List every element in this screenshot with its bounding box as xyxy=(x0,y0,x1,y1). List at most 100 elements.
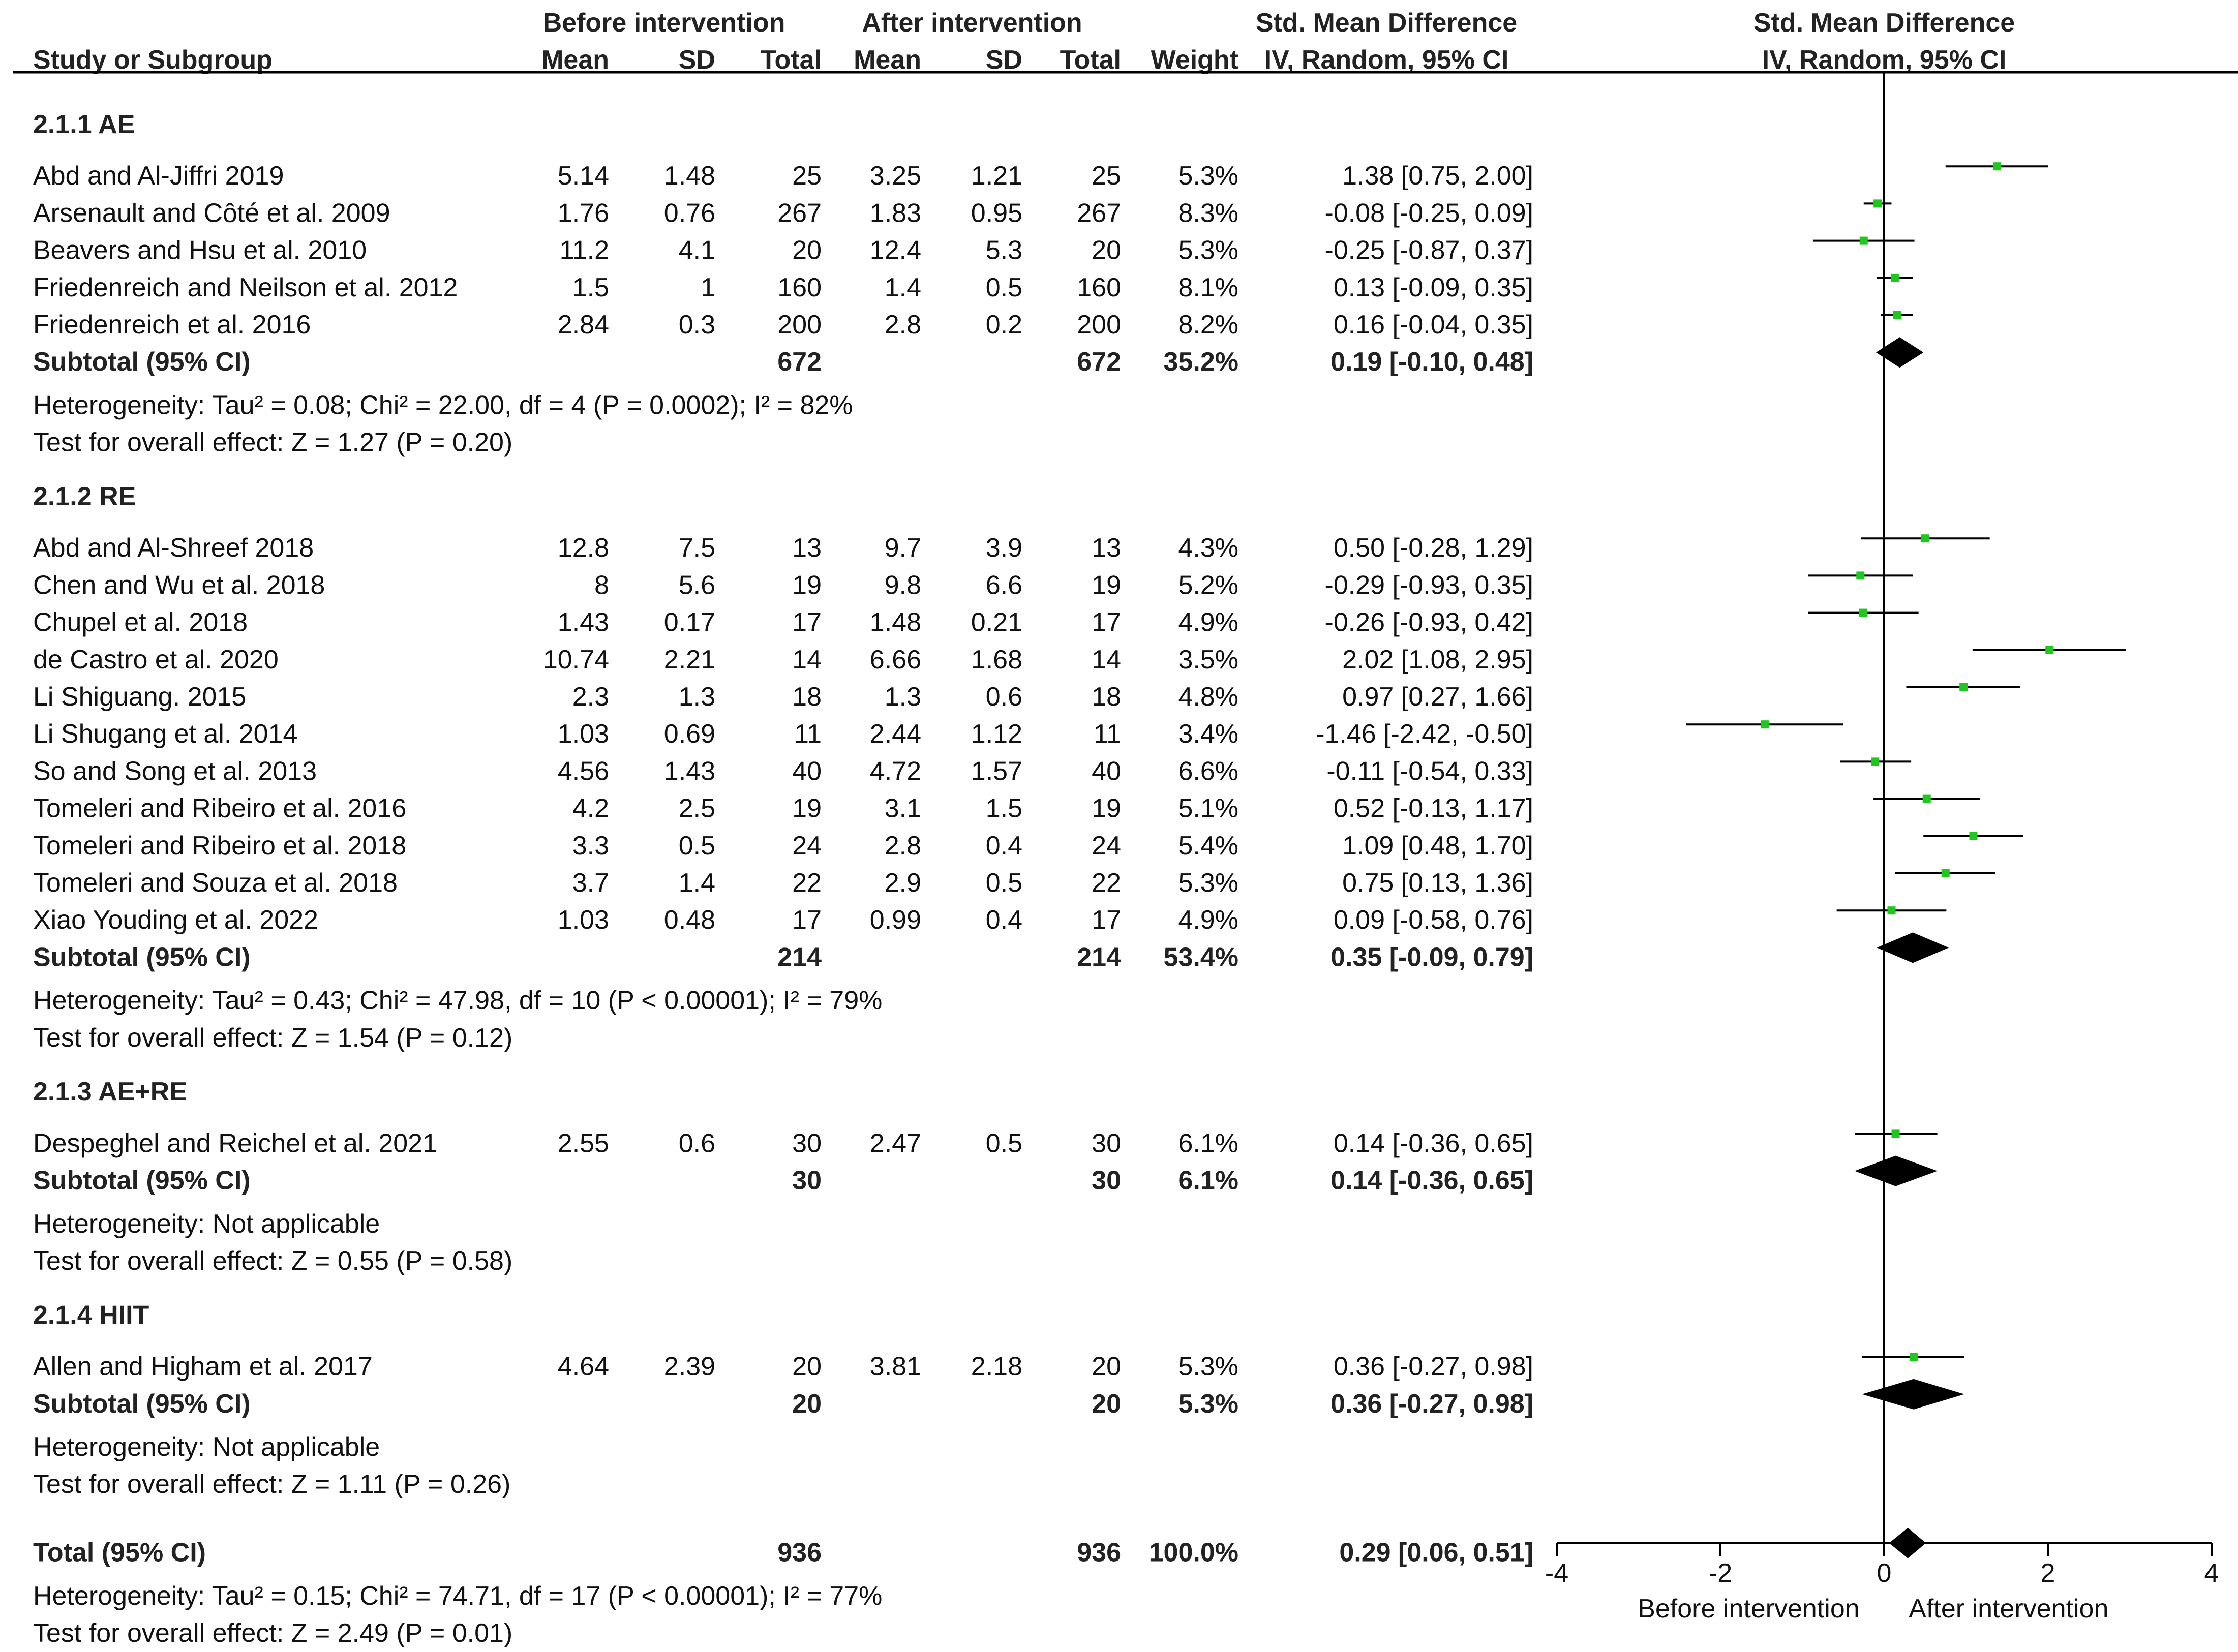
header-sd-before: SD xyxy=(679,45,715,75)
study-name: Tomeleri and Souza et al. 2018 xyxy=(33,868,398,898)
x-tick-label: -4 xyxy=(1545,1558,1568,1588)
after-sd: 1.21 xyxy=(971,161,1022,191)
subgroup-title: 2.1.4 HIIT xyxy=(33,1300,149,1330)
study-weight: 5.3% xyxy=(1178,236,1238,265)
subtotal-before-total: 20 xyxy=(792,1389,822,1419)
before-sd: 2.21 xyxy=(664,645,715,675)
study-weight: 5.3% xyxy=(1178,868,1238,898)
before-mean: 1.5 xyxy=(572,273,609,302)
before-total: 19 xyxy=(792,794,822,823)
subtotal-weight: 5.3% xyxy=(1178,1389,1238,1419)
header-after: After intervention xyxy=(862,8,1082,38)
subtotal-after-total: 214 xyxy=(1077,942,1121,972)
effect-square xyxy=(1941,869,1950,877)
before-total: 11 xyxy=(794,719,822,749)
after-sd: 2.18 xyxy=(971,1352,1022,1382)
total-overall-effect: Test for overall effect: Z = 2.49 (P = 0… xyxy=(33,1618,512,1648)
subgroup-overall-effect: Test for overall effect: Z = 1.27 (P = 0… xyxy=(33,428,512,457)
total-ci: 0.29 [0.06, 0.51] xyxy=(1339,1538,1533,1568)
before-total: 200 xyxy=(777,310,822,340)
effect-square xyxy=(1887,906,1896,915)
study-ci: 0.75 [0.13, 1.36] xyxy=(1342,868,1533,898)
study-name: Li Shiguang. 2015 xyxy=(33,682,246,712)
study-weight: 8.1% xyxy=(1178,273,1238,302)
after-total: 17 xyxy=(1092,905,1121,935)
before-mean: 4.56 xyxy=(558,756,609,786)
subgroup-heterogeneity: Heterogeneity: Tau² = 0.08; Chi² = 22.00… xyxy=(33,390,853,420)
study-name: So and Song et al. 2013 xyxy=(33,756,317,786)
before-sd: 1.43 xyxy=(664,756,715,786)
after-mean: 4.72 xyxy=(870,756,921,786)
subtotal-ci: 0.35 [-0.09, 0.79] xyxy=(1330,942,1533,972)
effect-square xyxy=(1871,757,1880,766)
study-weight: 5.2% xyxy=(1178,570,1238,600)
after-sd: 6.6 xyxy=(986,570,1022,600)
effect-square xyxy=(1856,571,1865,580)
study-weight: 3.4% xyxy=(1178,719,1238,749)
study-weight: 4.3% xyxy=(1178,533,1238,563)
after-mean: 2.9 xyxy=(885,868,921,898)
header-total-before: Total xyxy=(761,45,822,75)
study-ci: -1.46 [-2.42, -0.50] xyxy=(1316,719,1533,749)
before-mean: 2.84 xyxy=(558,310,609,340)
x-tick-label: 0 xyxy=(1877,1558,1892,1588)
before-mean: 3.7 xyxy=(572,868,609,898)
after-total: 22 xyxy=(1092,868,1121,898)
xlabel-after: After intervention xyxy=(1909,1594,2108,1624)
header-ci: IV, Random, 95% CI xyxy=(1264,45,1509,75)
subtotal-ci: 0.19 [-0.10, 0.48] xyxy=(1330,347,1533,377)
before-total: 17 xyxy=(792,608,822,637)
header-mean-before: Mean xyxy=(541,45,609,75)
after-total: 11 xyxy=(1094,719,1121,749)
xlabel-before: Before intervention xyxy=(1638,1594,1860,1624)
before-sd: 1 xyxy=(701,273,715,302)
after-total: 17 xyxy=(1092,608,1121,637)
subgroup-overall-effect: Test for overall effect: Z = 1.54 (P = 0… xyxy=(33,1023,512,1053)
study-ci: 1.38 [0.75, 2.00] xyxy=(1342,161,1533,191)
after-sd: 0.95 xyxy=(971,198,1022,228)
before-sd: 1.4 xyxy=(679,868,715,898)
after-sd: 1.12 xyxy=(971,719,1022,749)
effect-square xyxy=(1891,1129,1900,1138)
subgroup-heterogeneity: Heterogeneity: Not applicable xyxy=(33,1432,380,1462)
after-sd: 1.68 xyxy=(971,645,1022,675)
effect-square xyxy=(1909,1353,1918,1361)
subtotal-after-total: 20 xyxy=(1092,1389,1121,1419)
header-sd-after: SD xyxy=(986,45,1022,75)
effect-square xyxy=(1859,236,1868,245)
study-weight: 5.1% xyxy=(1178,794,1238,823)
study-ci: 0.13 [-0.09, 0.35] xyxy=(1334,273,1533,302)
before-mean: 5.14 xyxy=(558,161,609,191)
after-total: 13 xyxy=(1092,533,1121,563)
before-mean: 2.55 xyxy=(558,1128,609,1158)
subtotal-before-total: 30 xyxy=(792,1166,822,1196)
study-ci: -0.11 [-0.54, 0.33] xyxy=(1326,756,1533,786)
study-weight: 6.6% xyxy=(1178,756,1238,786)
after-mean: 3.25 xyxy=(870,161,921,191)
study-ci: 0.14 [-0.36, 0.65] xyxy=(1334,1128,1533,1158)
study-name: Tomeleri and Ribeiro et al. 2018 xyxy=(33,831,406,861)
after-total: 40 xyxy=(1092,756,1121,786)
before-sd: 0.17 xyxy=(664,608,715,637)
header-total-after: Total xyxy=(1060,45,1121,75)
after-total: 160 xyxy=(1077,273,1121,302)
after-sd: 1.5 xyxy=(986,794,1022,823)
after-total: 14 xyxy=(1092,645,1121,675)
study-ci: 0.50 [-0.28, 1.29] xyxy=(1334,533,1533,563)
after-sd: 1.57 xyxy=(971,756,1022,786)
x-tick-label: 2 xyxy=(2041,1558,2055,1588)
after-sd: 0.5 xyxy=(986,273,1022,302)
before-total: 22 xyxy=(792,868,822,898)
before-mean: 3.3 xyxy=(572,831,609,861)
study-weight: 4.8% xyxy=(1178,682,1238,712)
after-mean: 0.99 xyxy=(870,905,921,935)
after-mean: 3.81 xyxy=(870,1352,921,1382)
subgroup-heterogeneity: Heterogeneity: Tau² = 0.43; Chi² = 47.98… xyxy=(33,986,882,1016)
before-sd: 1.48 xyxy=(664,161,715,191)
effect-square xyxy=(1921,534,1929,543)
study-name: Tomeleri and Ribeiro et al. 2016 xyxy=(33,794,406,823)
before-mean: 1.76 xyxy=(558,198,609,228)
subtotal-label: Subtotal (95% CI) xyxy=(33,1166,251,1196)
subtotal-diamond xyxy=(1862,1379,1964,1410)
header-study: Study or Subgroup xyxy=(33,45,273,75)
